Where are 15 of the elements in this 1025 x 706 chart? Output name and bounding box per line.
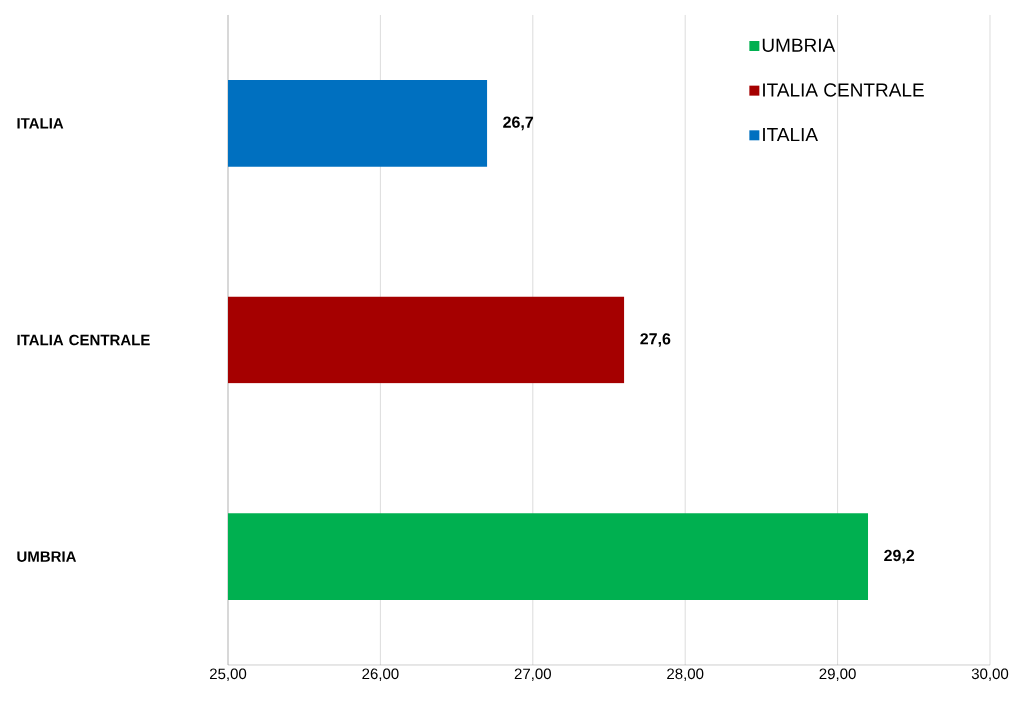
legend-label: ITALIA xyxy=(763,128,818,142)
legend-label: ITALIA CENTRALE xyxy=(763,83,924,97)
x-tick-label: 25,00 xyxy=(209,668,247,681)
x-tick-label: 30,00 xyxy=(971,668,1009,681)
legend-label: UMBRIA xyxy=(762,38,836,52)
y-tick-label: UMBRIA xyxy=(17,551,77,562)
data-label: 29,2 xyxy=(884,549,915,564)
data-label: 27,6 xyxy=(640,333,671,347)
data-label: 26,7 xyxy=(503,116,534,131)
x-tick-label: 28,00 xyxy=(667,668,704,681)
y-tick-label: ITALIA CENTRALE xyxy=(17,334,150,346)
y-tick-label: ITALIA xyxy=(17,118,64,129)
x-tick-label: 29,00 xyxy=(819,668,856,681)
x-tick-label: 27,00 xyxy=(514,668,551,681)
x-tick-label: 26,00 xyxy=(362,668,399,681)
